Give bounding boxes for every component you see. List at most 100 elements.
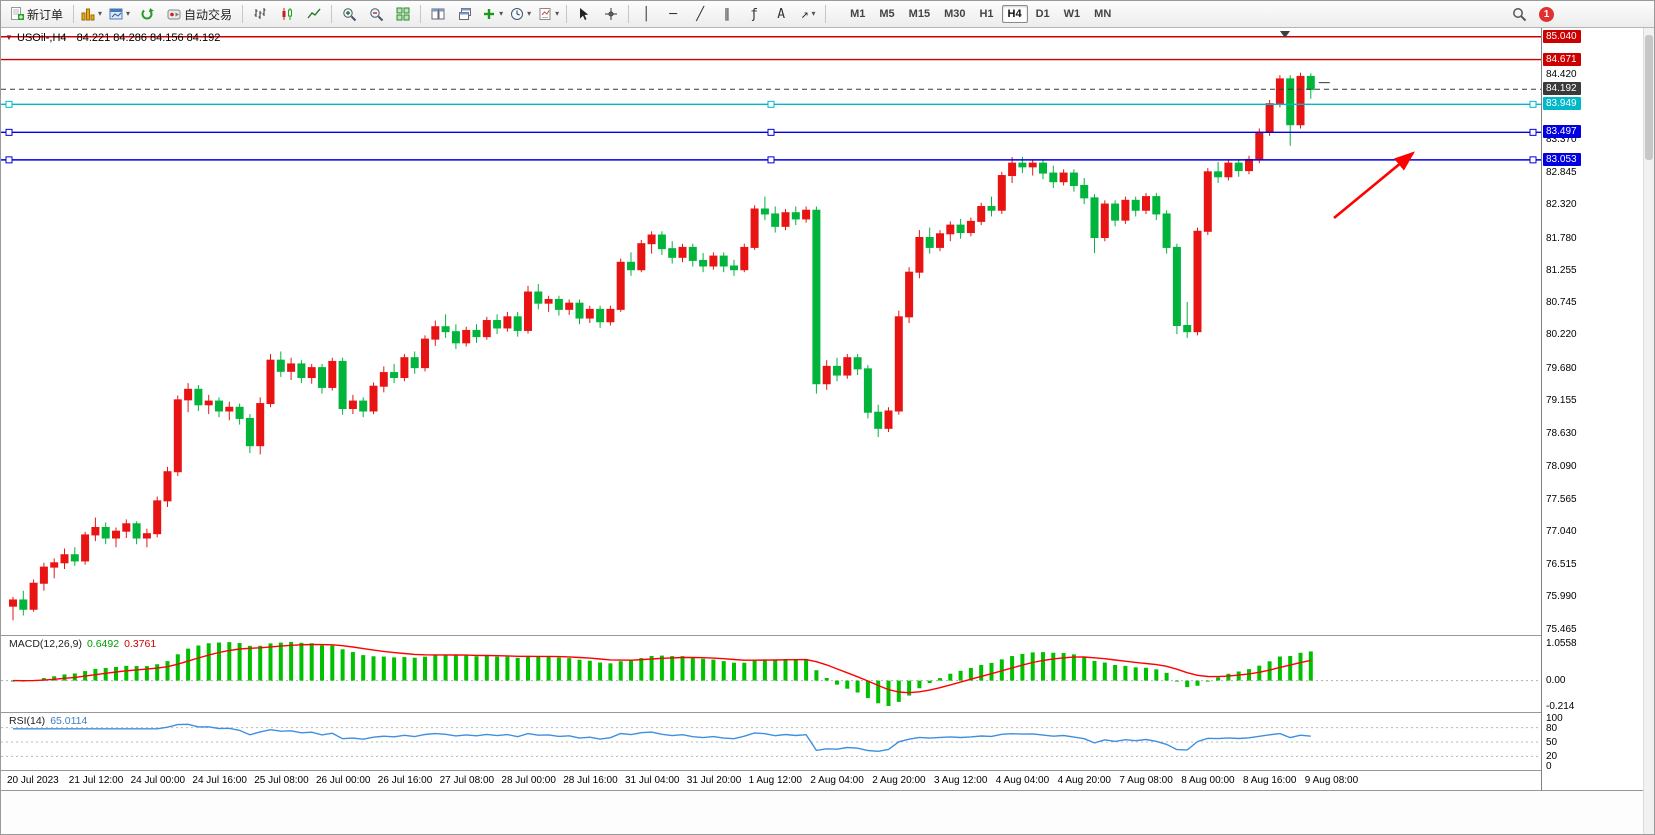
macd-histogram-bar (1257, 665, 1262, 681)
rsi-panel-svg[interactable] (1, 714, 1541, 770)
vertical-line-button[interactable]: │ (633, 4, 659, 24)
candle (905, 271, 914, 318)
candle (987, 206, 996, 211)
candle (606, 308, 615, 323)
auto-trading-button[interactable]: 自动交易 (161, 4, 238, 24)
cursor-button[interactable] (571, 4, 597, 24)
text-label-button[interactable]: A (768, 4, 794, 24)
timeframe-w1[interactable]: W1 (1063, 8, 1081, 20)
top-marker-icon[interactable] (1280, 31, 1290, 38)
timeframe-d1[interactable]: D1 (1035, 8, 1050, 20)
auto-arrange-button[interactable] (390, 4, 416, 24)
line-handle[interactable] (1529, 100, 1537, 108)
line-handle[interactable] (5, 128, 13, 136)
candle (235, 406, 244, 419)
fibonacci-button[interactable]: ƒ (741, 4, 767, 24)
dropdown-icon: ▾ (499, 9, 504, 18)
price-scale[interactable]: 84.420 83.370 82.845 82.320 81.780 81.255 80.7… (1542, 27, 1646, 790)
new-order-button[interactable]: 新订单 (4, 4, 69, 24)
zoom-in-button[interactable] (336, 4, 362, 24)
line-chart-button[interactable] (301, 4, 327, 24)
arrows-button[interactable]: ↗ ▾ (795, 4, 821, 24)
ohlc-values-label: 84.221 84.286 84.156 84.192 (76, 32, 221, 44)
templates-button[interactable]: ▾ (535, 4, 562, 24)
rsi-title: RSI(14) (9, 715, 46, 727)
trendline-icon: ╱ (696, 6, 705, 22)
main-chart-svg[interactable] (1, 28, 1541, 634)
candle (699, 259, 708, 267)
line-handle[interactable] (5, 100, 13, 108)
vertical-scrollbar[interactable] (1643, 27, 1654, 834)
line-handle[interactable] (5, 156, 13, 164)
panel-splitter[interactable] (1, 770, 1646, 771)
candle (81, 534, 90, 562)
panel-splitter[interactable] (1, 635, 1646, 636)
horizontal-line-button[interactable]: ─ (660, 4, 686, 24)
tile-windows-button[interactable] (425, 4, 451, 24)
candle (843, 357, 852, 376)
candlestick-chart-button[interactable] (274, 4, 300, 24)
timeframe-m5[interactable]: M5 (879, 8, 895, 20)
macd-histogram-bar (114, 666, 118, 681)
channel-button[interactable]: ∥ (714, 4, 740, 24)
candle (1224, 162, 1233, 178)
price-axis-label: 78.090 (1546, 461, 1577, 473)
macd-histogram-bar (320, 645, 324, 681)
macd-histogram-bar (1174, 680, 1179, 682)
search-button[interactable] (1506, 4, 1532, 24)
zoom-out-button[interactable] (363, 4, 389, 24)
trendline-button[interactable]: ╱ (687, 4, 713, 24)
timeframe-h4[interactable]: H4 (1001, 5, 1028, 23)
macd-histogram-bar (639, 658, 644, 681)
candle (1286, 78, 1295, 126)
add-indicator-button[interactable]: ▾ (479, 4, 506, 24)
time-axis-label: 21 Jul 12:00 (68, 775, 124, 786)
line-handle[interactable] (767, 156, 775, 164)
bar-chart-button[interactable] (247, 4, 273, 24)
panel-splitter[interactable] (1, 712, 1646, 713)
line-chart-icon (307, 8, 321, 19)
macd-histogram-bar (247, 645, 252, 681)
profiles-button[interactable]: ▾ (106, 4, 133, 24)
macd-histogram-bar (464, 655, 469, 681)
dropdown-icon: ▾ (126, 9, 131, 18)
zoom-out-icon (369, 7, 383, 21)
dropdown-icon: ▾ (527, 9, 532, 18)
notification-badge[interactable]: 1 (1539, 6, 1554, 22)
refresh-button[interactable] (134, 4, 160, 24)
new-chart-button[interactable]: ▾ (78, 4, 105, 24)
macd-histogram-bar (258, 645, 263, 681)
line-handle[interactable] (1529, 156, 1537, 164)
timeframe-m1[interactable]: M1 (850, 8, 866, 20)
candle (1152, 196, 1161, 215)
time-axis-label: 3 Aug 12:00 (934, 775, 988, 786)
crosshair-button[interactable] (598, 4, 624, 24)
periods-button[interactable]: ▾ (507, 4, 534, 24)
scrollbar-thumb[interactable] (1645, 35, 1653, 160)
time-axis[interactable]: 20 Jul 2023 21 Jul 12:00 24 Jul 00:00 24 Ju… (1, 771, 1541, 790)
candle (874, 411, 883, 429)
line-handle[interactable] (767, 100, 775, 108)
macd-panel-svg[interactable] (1, 637, 1541, 711)
macd-histogram-bar (824, 677, 829, 681)
candle (750, 208, 759, 248)
timeframe-h1[interactable]: H1 (979, 8, 994, 20)
timeframe-mn[interactable]: MN (1094, 8, 1112, 20)
timeframe-m30[interactable]: M30 (944, 8, 966, 20)
level-price-badge: 85.040 (1543, 29, 1581, 43)
cascade-windows-button[interactable] (452, 4, 478, 24)
macd-signal-value: 0.3761 (124, 638, 157, 650)
symbol-dropdown-icon[interactable]: ▼ (5, 33, 13, 42)
dropdown-icon: ▾ (555, 9, 560, 18)
price-axis-label: 77.565 (1546, 493, 1577, 505)
macd-histogram-bar (1113, 665, 1118, 681)
line-handle[interactable] (1529, 128, 1537, 136)
rsi-axis-label: 0 (1546, 761, 1552, 772)
line-handle[interactable] (767, 128, 775, 136)
level-price-badge: 83.949 (1543, 97, 1581, 111)
timeframe-m15[interactable]: M15 (908, 8, 931, 20)
candle (853, 357, 862, 370)
candle (730, 265, 738, 271)
red-arrow-annotation[interactable] (1333, 151, 1416, 220)
macd-histogram-bar (217, 642, 221, 681)
